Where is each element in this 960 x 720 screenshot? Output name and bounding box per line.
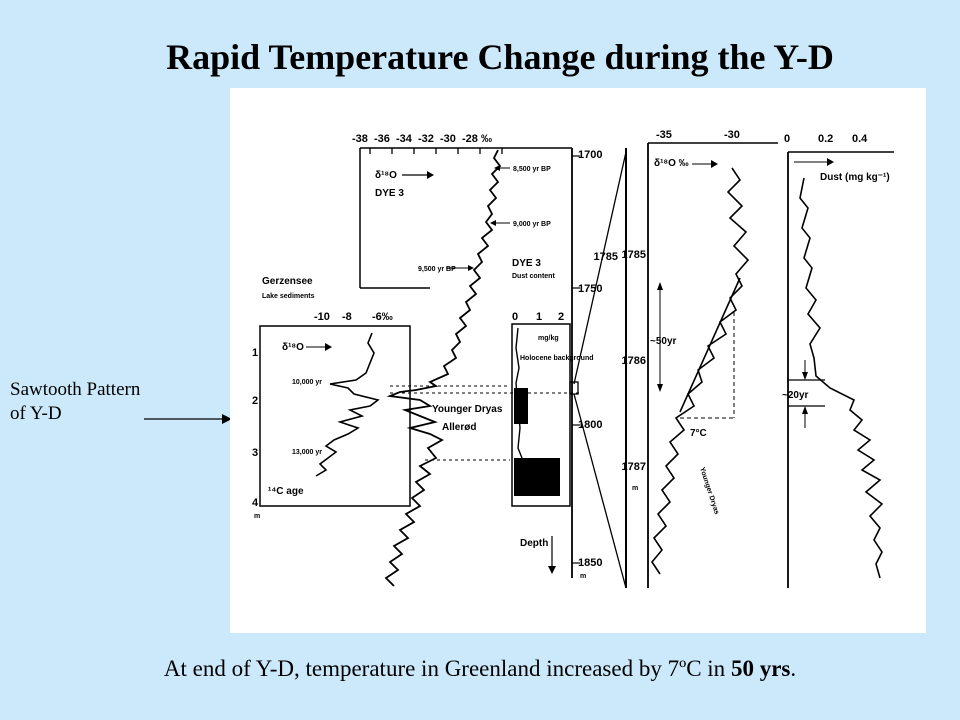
gerzensee-sub: Lake sediments <box>262 293 315 300</box>
caption-prefix: At end of Y-D, temperature in Greenland … <box>163 656 731 681</box>
mid-yd-label: Younger Dryas <box>698 466 720 515</box>
mid-tick-1: -35 <box>656 129 672 141</box>
top-tick-1: -38 <box>352 133 368 145</box>
depth-unit: m <box>580 573 586 580</box>
gerz-tick-2: -8 <box>342 311 352 323</box>
gerz-tick-1: -10 <box>314 311 330 323</box>
dust-tick-0: 0 <box>512 311 518 323</box>
detail-d18o-curve <box>651 167 750 575</box>
caption-suffix: . <box>790 656 797 681</box>
gerz-depth-3: 3 <box>252 447 258 459</box>
depth-tick-1850: 1850 <box>578 557 602 569</box>
right-tick-02: 0.2 <box>818 133 833 145</box>
twenty-yr-label: ~20yr <box>782 390 809 401</box>
allerod-label: Allerød <box>442 422 476 433</box>
dust-title-2: Dust content <box>512 273 555 280</box>
gerz-d18o-curve <box>315 332 380 477</box>
dust-tick-1: 1 <box>536 311 542 323</box>
depth-tick-1750: 1750 <box>578 283 602 295</box>
right-dust-label: Dust (mg kg⁻¹) <box>820 172 890 183</box>
depth-label: Depth <box>520 538 548 549</box>
dust-tick-2: 2 <box>558 311 564 323</box>
dye3-d18o-label: δ¹⁸O <box>375 170 397 181</box>
mid-depth-1785: 1785 <box>594 251 618 263</box>
top-tick-4: -32 <box>418 133 434 145</box>
age-marker-9500: 9,500 yr BP <box>418 266 456 273</box>
holocene-label: Holocene background <box>520 355 594 362</box>
top-tick-2: -36 <box>374 133 390 145</box>
age-marker-9000: 9,000 yr BP <box>513 221 551 228</box>
mid-depth-1787: 1787 <box>622 461 646 473</box>
dye3-panel: -38 -36 -34 -32 -30 -28 ‰ δ¹⁸O DYE 3 8,5… <box>352 133 572 587</box>
dye3-label: DYE 3 <box>375 188 404 199</box>
gerzensee-panel: Gerzensee Lake sediments -10 -8 -6‰ δ¹⁸O… <box>252 276 411 520</box>
dust-panel: DYE 3 Dust content 0 1 2 mg/kg Holocene … <box>511 258 594 507</box>
detail-d18o-panel: -35 -30 δ¹⁸O ‰ 1785 1785 1786 1787 m ~50… <box>594 129 778 588</box>
caption-bold: 50 yrs <box>730 656 791 681</box>
sawtooth-label-line2: of Y-D <box>10 403 62 424</box>
right-tick-0: 0 <box>784 133 790 145</box>
gerz-depth-4: 4 <box>252 497 259 509</box>
dust-unit: mg/kg <box>538 335 559 342</box>
mid-d18o-label: δ¹⁸O ‰ <box>654 158 689 169</box>
detail-dust-panel: 0 0.2 0.4 Dust (mg kg⁻¹) ~20yr <box>782 133 894 588</box>
depth-axis: 1700 1750 1800 1850 m Depth <box>520 148 602 580</box>
age-marker-8500: 8,500 yr BP <box>513 166 551 173</box>
top-tick-3: -34 <box>396 133 413 145</box>
figure-svg: -38 -36 -34 -32 -30 -28 ‰ δ¹⁸O DYE 3 8,5… <box>252 129 894 589</box>
top-tick-6: -28 ‰ <box>462 133 492 145</box>
gerz-depth-unit: m <box>254 513 260 520</box>
zoom-lines <box>569 151 627 589</box>
sawtooth-label-line1: Sawtooth Pattern <box>10 379 141 400</box>
mid-depth-1786: 1786 <box>622 355 646 367</box>
dust-title-1: DYE 3 <box>512 258 541 269</box>
right-tick-04: 0.4 <box>852 133 868 145</box>
ice-core-figure: -38 -36 -34 -32 -30 -28 ‰ δ¹⁸O DYE 3 8,5… <box>230 88 926 633</box>
detail-dust-curve <box>799 177 884 579</box>
page-title: Rapid Temperature Change during the Y-D <box>166 37 834 77</box>
fifty-yr-label: ~50yr <box>650 336 677 347</box>
mid-depth-unit: m <box>632 485 638 492</box>
sawtooth-label: Sawtooth Pattern of Y-D <box>10 378 140 426</box>
dye3-d18o-curve <box>384 149 502 587</box>
depth-tick-1700: 1700 <box>578 149 602 161</box>
seven-c-label: 7°C <box>690 428 707 439</box>
top-tick-5: -30 <box>440 133 456 145</box>
gerz-tick-3: -6‰ <box>372 311 393 323</box>
gerz-depth-2: 2 <box>252 395 258 407</box>
sawtooth-arrow <box>144 414 232 424</box>
gerz-age-13000: 13,000 yr <box>292 449 322 456</box>
c14-age-label: ¹⁴C age <box>268 486 304 497</box>
gerz-age-10000: 10,000 yr <box>292 379 322 386</box>
younger-dryas-label: Younger Dryas <box>432 404 503 415</box>
gerzensee-title: Gerzensee <box>262 276 313 287</box>
mid-depth-1785b: 1785 <box>622 249 646 261</box>
gerz-depth-1: 1 <box>252 347 258 359</box>
caption: At end of Y-D, temperature in Greenland … <box>0 656 960 682</box>
gerz-d18o-label: δ¹⁸O <box>282 342 304 353</box>
yd-annotations: Younger Dryas Allerød <box>390 385 580 461</box>
mid-tick-2: -30 <box>724 129 740 141</box>
depth-tick-1800: 1800 <box>578 419 602 431</box>
